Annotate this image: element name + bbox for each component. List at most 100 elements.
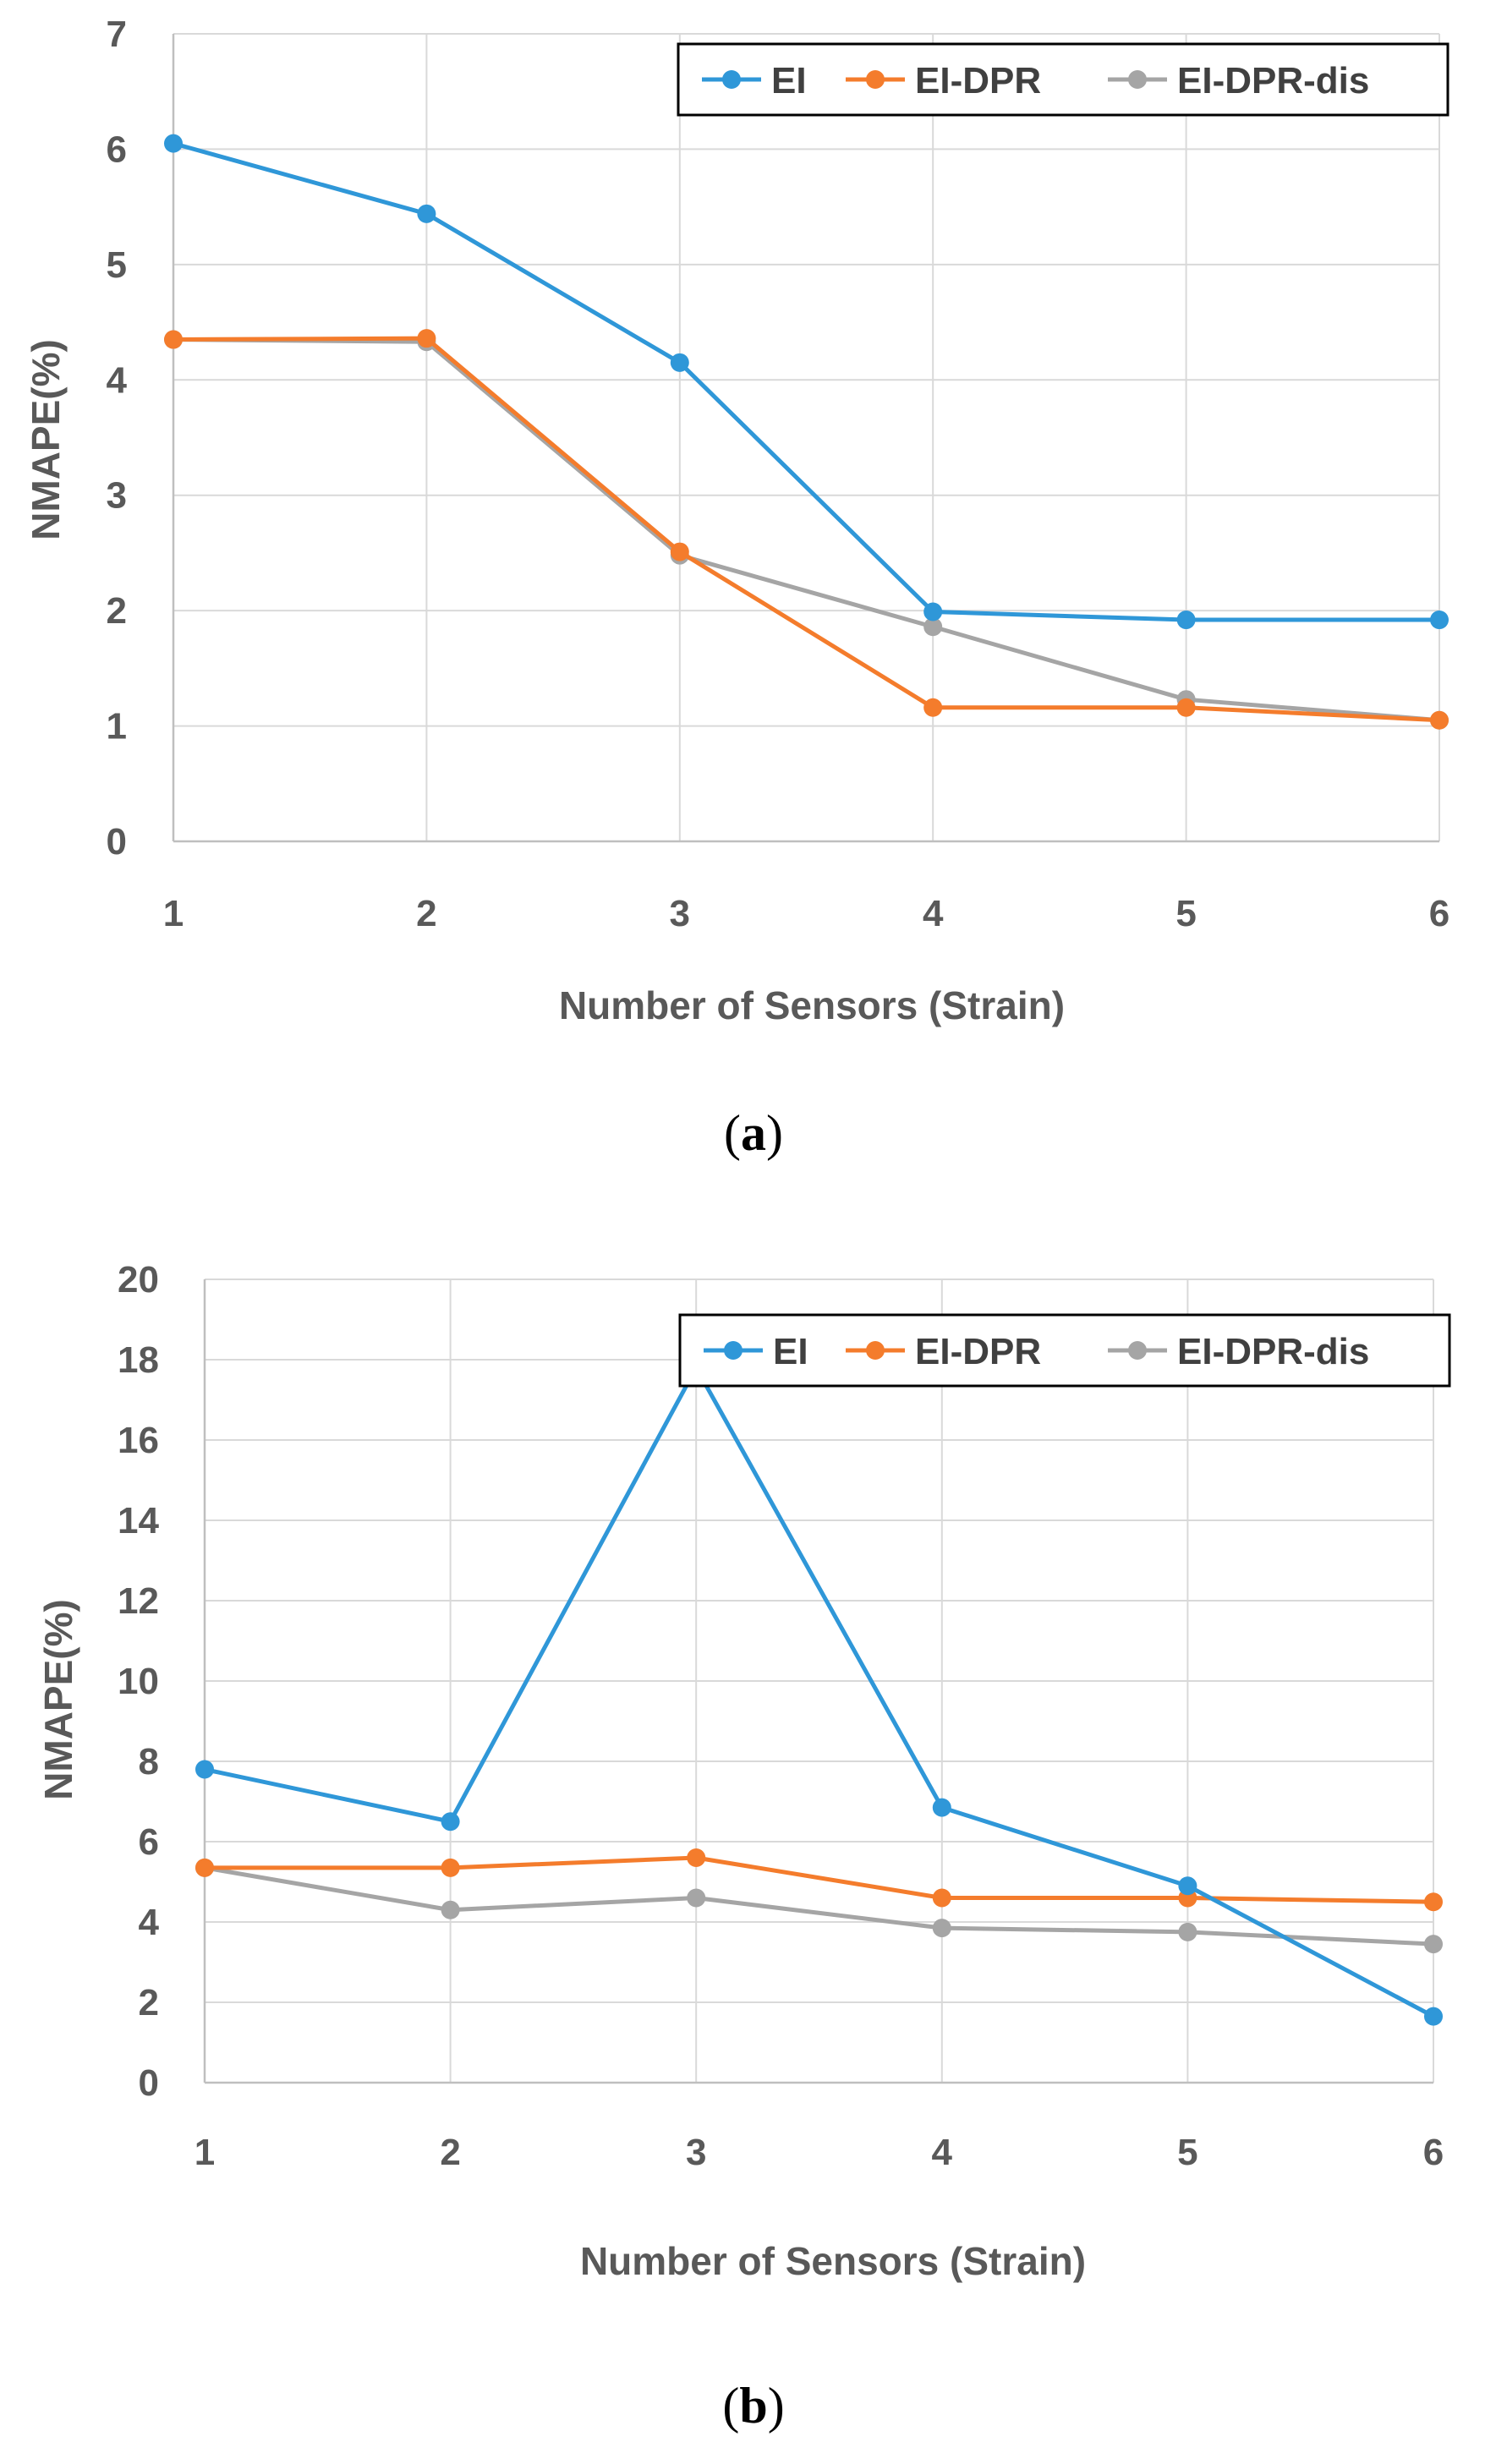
legend-swatch-marker — [1128, 70, 1147, 89]
y-tick-label: 2 — [107, 590, 127, 632]
x-tick-label: 6 — [1429, 893, 1449, 934]
x-axis-title-a: Number of Sensors (Strain) — [559, 983, 1065, 1027]
y-tick-label: 4 — [107, 359, 128, 401]
legend-swatch-marker — [722, 70, 741, 89]
data-point-ei — [441, 1812, 460, 1832]
legend-label: EI-DPR-dis — [1177, 60, 1369, 101]
panel-label-a: (a) — [724, 1105, 783, 1161]
series-ei-dpr-dis — [164, 330, 1449, 730]
legend-swatch-marker — [866, 70, 885, 89]
series-ei-dpr-dis — [195, 1858, 1443, 1954]
series-ei-dpr — [164, 329, 1449, 730]
x-axis-title-b: Number of Sensors (Strain) — [580, 2239, 1086, 2283]
series-line-ei-dpr-dis — [173, 337, 1440, 723]
series-line-ei-dpr-dis — [204, 1865, 1434, 1947]
y-tick-label: 6 — [107, 129, 127, 170]
data-point-ei — [1176, 611, 1196, 630]
panel-label-a-letter: a — [741, 1105, 766, 1161]
legend-b: EI EI-DPR EI-DPR-dis — [678, 1313, 1451, 1388]
y-tick-label: 5 — [107, 244, 127, 286]
gridlines-a — [173, 33, 1440, 841]
data-point-ei-dpr — [417, 329, 436, 348]
legend-box-a — [677, 42, 1449, 117]
series-line-ei-dpr — [173, 336, 1440, 723]
axes-a — [172, 34, 1439, 843]
legend-label: EI-DPR-dis — [1177, 1331, 1369, 1372]
data-point-ei — [670, 353, 689, 372]
axes-b — [203, 1279, 1433, 2084]
y-tick-label: 12 — [118, 1580, 159, 1622]
x-tick-label: 1 — [163, 893, 184, 934]
x-tick-label: 5 — [1175, 893, 1196, 934]
x-tick-label: 3 — [670, 893, 690, 934]
legend-item-ei-dpr: EI-DPR — [846, 60, 1041, 101]
y-tick-label: 0 — [139, 2062, 159, 2104]
data-point-ei-dpr — [932, 1888, 951, 1908]
series-ei-dpr — [195, 1848, 1443, 1912]
data-point-ei — [1424, 2007, 1443, 2026]
series-group-a — [164, 134, 1449, 730]
data-point-ei-dpr — [441, 1858, 460, 1877]
data-point-ei — [195, 1760, 214, 1779]
legend-item-ei-dpr-dis: EI-DPR-dis — [1108, 60, 1369, 101]
x-tick-label: 1 — [195, 2132, 215, 2173]
x-tick-label: 2 — [416, 893, 436, 934]
data-point-ei — [923, 602, 943, 621]
x-tick-label: 5 — [1177, 2132, 1197, 2173]
data-point-ei-dpr-dis — [923, 617, 943, 637]
series-group-b — [195, 1358, 1443, 2026]
legend-label: EI — [771, 60, 807, 101]
panel-label-b-letter: b — [739, 2378, 767, 2434]
data-point-ei-dpr-dis — [441, 1900, 460, 1919]
x-tick-label: 6 — [1423, 2132, 1444, 2173]
legend-label: EI — [773, 1331, 808, 1372]
x-tick-label: 3 — [686, 2132, 706, 2173]
y-tick-label: 3 — [107, 475, 127, 517]
data-point-ei-dpr — [1176, 698, 1196, 717]
data-point-ei-dpr-dis — [687, 1888, 706, 1908]
data-point-ei-dpr-dis — [1424, 1935, 1443, 1954]
legend-swatch-marker — [866, 1341, 885, 1360]
data-point-ei-dpr — [923, 698, 943, 717]
y-tick-label: 10 — [118, 1661, 159, 1702]
data-point-ei — [1430, 611, 1449, 630]
y-tick-label: 0 — [107, 821, 127, 862]
x-tick-label: 4 — [932, 2132, 953, 2173]
x-tick-labels-a: 1 2 3 4 5 6 — [163, 893, 1449, 934]
data-point-ei-dpr-dis — [1178, 1922, 1197, 1941]
data-point-ei-dpr — [687, 1848, 706, 1867]
legend-item-ei: EI — [704, 1331, 808, 1372]
data-point-ei — [932, 1798, 951, 1817]
x-tick-label: 4 — [923, 893, 944, 934]
x-tick-labels-b: 1 2 3 4 5 6 — [195, 2132, 1444, 2173]
series-ei — [195, 1358, 1443, 2026]
legend-box-b — [678, 1313, 1451, 1388]
legend-label: EI-DPR — [915, 1331, 1041, 1372]
gridlines-b — [205, 1279, 1434, 2083]
y-tick-label: 4 — [139, 1902, 160, 1943]
legend-label: EI-DPR — [915, 60, 1041, 101]
y-tick-label: 8 — [139, 1741, 159, 1782]
y-tick-labels-b: 0 2 4 6 8 10 12 14 16 18 20 — [118, 1259, 159, 2104]
legend-swatch-marker — [724, 1341, 743, 1360]
y-tick-label: 6 — [139, 1821, 159, 1863]
legend-item-ei-dpr-dis: EI-DPR-dis — [1108, 1331, 1369, 1372]
y-tick-labels-a: 0 1 2 3 4 5 6 7 — [107, 14, 128, 862]
data-point-ei-dpr — [164, 330, 183, 349]
y-tick-label: 1 — [107, 706, 127, 747]
legend-item-ei: EI — [702, 60, 807, 101]
x-tick-label: 2 — [440, 2132, 460, 2173]
data-point-ei-dpr — [670, 542, 689, 561]
y-tick-label: 20 — [118, 1259, 159, 1300]
y-axis-title-a: NMAPE(%) — [24, 339, 68, 540]
y-tick-label: 7 — [107, 14, 127, 55]
data-point-ei-dpr-dis — [932, 1919, 951, 1938]
y-tick-label: 18 — [118, 1339, 159, 1381]
y-axis-title-b: NMAPE(%) — [36, 1599, 80, 1800]
series-line-ei-dpr — [205, 1855, 1434, 1904]
legend-item-ei-dpr: EI-DPR — [846, 1331, 1041, 1372]
data-point-ei — [164, 134, 183, 153]
